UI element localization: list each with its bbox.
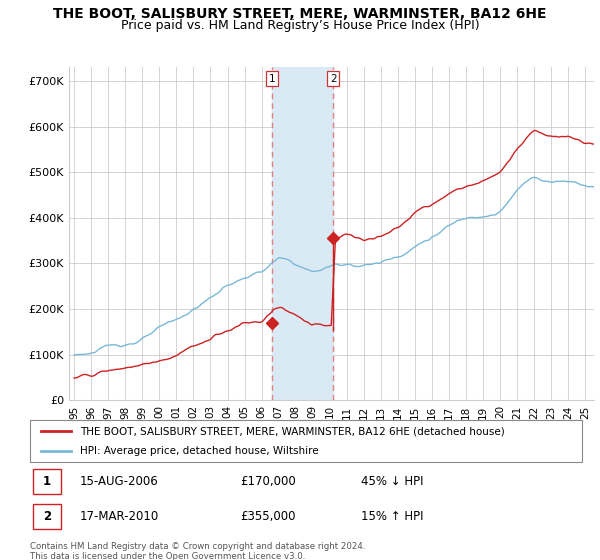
FancyBboxPatch shape [33,505,61,529]
Text: £355,000: £355,000 [240,510,295,523]
Text: THE BOOT, SALISBURY STREET, MERE, WARMINSTER, BA12 6HE: THE BOOT, SALISBURY STREET, MERE, WARMIN… [53,7,547,21]
Text: £170,000: £170,000 [240,475,296,488]
Text: 15% ↑ HPI: 15% ↑ HPI [361,510,424,523]
Text: 45% ↓ HPI: 45% ↓ HPI [361,475,424,488]
Bar [272,67,334,400]
Text: 2: 2 [330,73,337,83]
Text: HPI: Average price, detached house, Wiltshire: HPI: Average price, detached house, Wilt… [80,446,319,456]
Text: Contains HM Land Registry data © Crown copyright and database right 2024.
This d: Contains HM Land Registry data © Crown c… [30,542,365,560]
Text: 17-MAR-2010: 17-MAR-2010 [80,510,159,523]
FancyBboxPatch shape [30,420,582,462]
Text: 1: 1 [269,73,275,83]
FancyBboxPatch shape [33,469,61,494]
Text: Price paid vs. HM Land Registry’s House Price Index (HPI): Price paid vs. HM Land Registry’s House … [121,19,479,32]
Text: 15-AUG-2006: 15-AUG-2006 [80,475,158,488]
Text: 2: 2 [43,510,51,523]
Text: THE BOOT, SALISBURY STREET, MERE, WARMINSTER, BA12 6HE (detached house): THE BOOT, SALISBURY STREET, MERE, WARMIN… [80,426,505,436]
Text: 1: 1 [43,475,51,488]
